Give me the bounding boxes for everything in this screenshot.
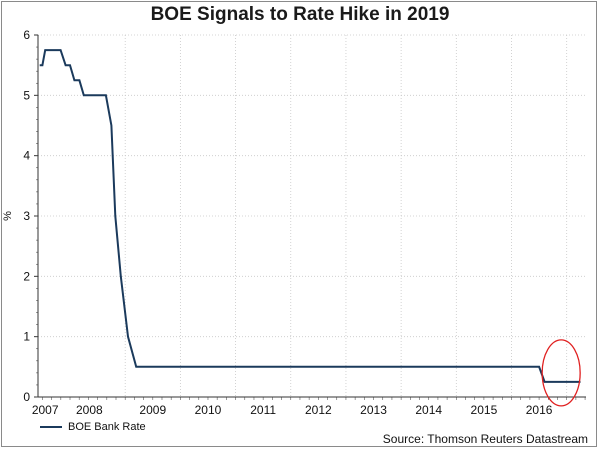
y-tick-label: 5 (23, 88, 30, 102)
x-tick-label: 2013 (360, 403, 387, 417)
x-tick-label: 2008 (76, 403, 103, 417)
y-tick-label: 4 (23, 149, 30, 163)
x-tick-label: 2014 (415, 403, 442, 417)
y-axis-label: % (2, 211, 14, 221)
y-tick-label: 2 (23, 269, 30, 283)
chart-title: BOE Signals to Rate Hike in 2019 (150, 4, 450, 25)
x-tick-label: 2010 (195, 403, 222, 417)
highlight-circle (541, 339, 581, 407)
tick-labels: 0 1 2 3 4 5 6 2007 2008 2009 2010 2011 2012 2013 2014 2… (23, 28, 552, 417)
source-note: Source: Thomson Reuters Datastream (382, 432, 588, 446)
y-tick-label: 0 (23, 390, 30, 404)
x-tick-label: 2009 (139, 403, 166, 417)
annotation-layer (541, 339, 581, 407)
y-tick-label: 6 (23, 28, 30, 42)
x-tick-label: 2012 (305, 403, 332, 417)
x-tick-label: 2015 (471, 403, 498, 417)
y-tick-label: 1 (23, 330, 30, 344)
x-tick-label: 2016 (526, 403, 553, 417)
legend-label: BOE Bank Rate (68, 421, 146, 433)
y-tick-label: 3 (23, 209, 30, 223)
legend-swatch (40, 426, 62, 428)
x-tick-label: 2007 (32, 403, 59, 417)
axes (34, 34, 586, 400)
legend: BOE Bank Rate (40, 421, 146, 433)
series-layer (39, 49, 581, 383)
grid-lines (38, 34, 586, 397)
series-line-boe-bank-rate (39, 49, 581, 383)
x-tick-label: 2011 (250, 403, 276, 417)
